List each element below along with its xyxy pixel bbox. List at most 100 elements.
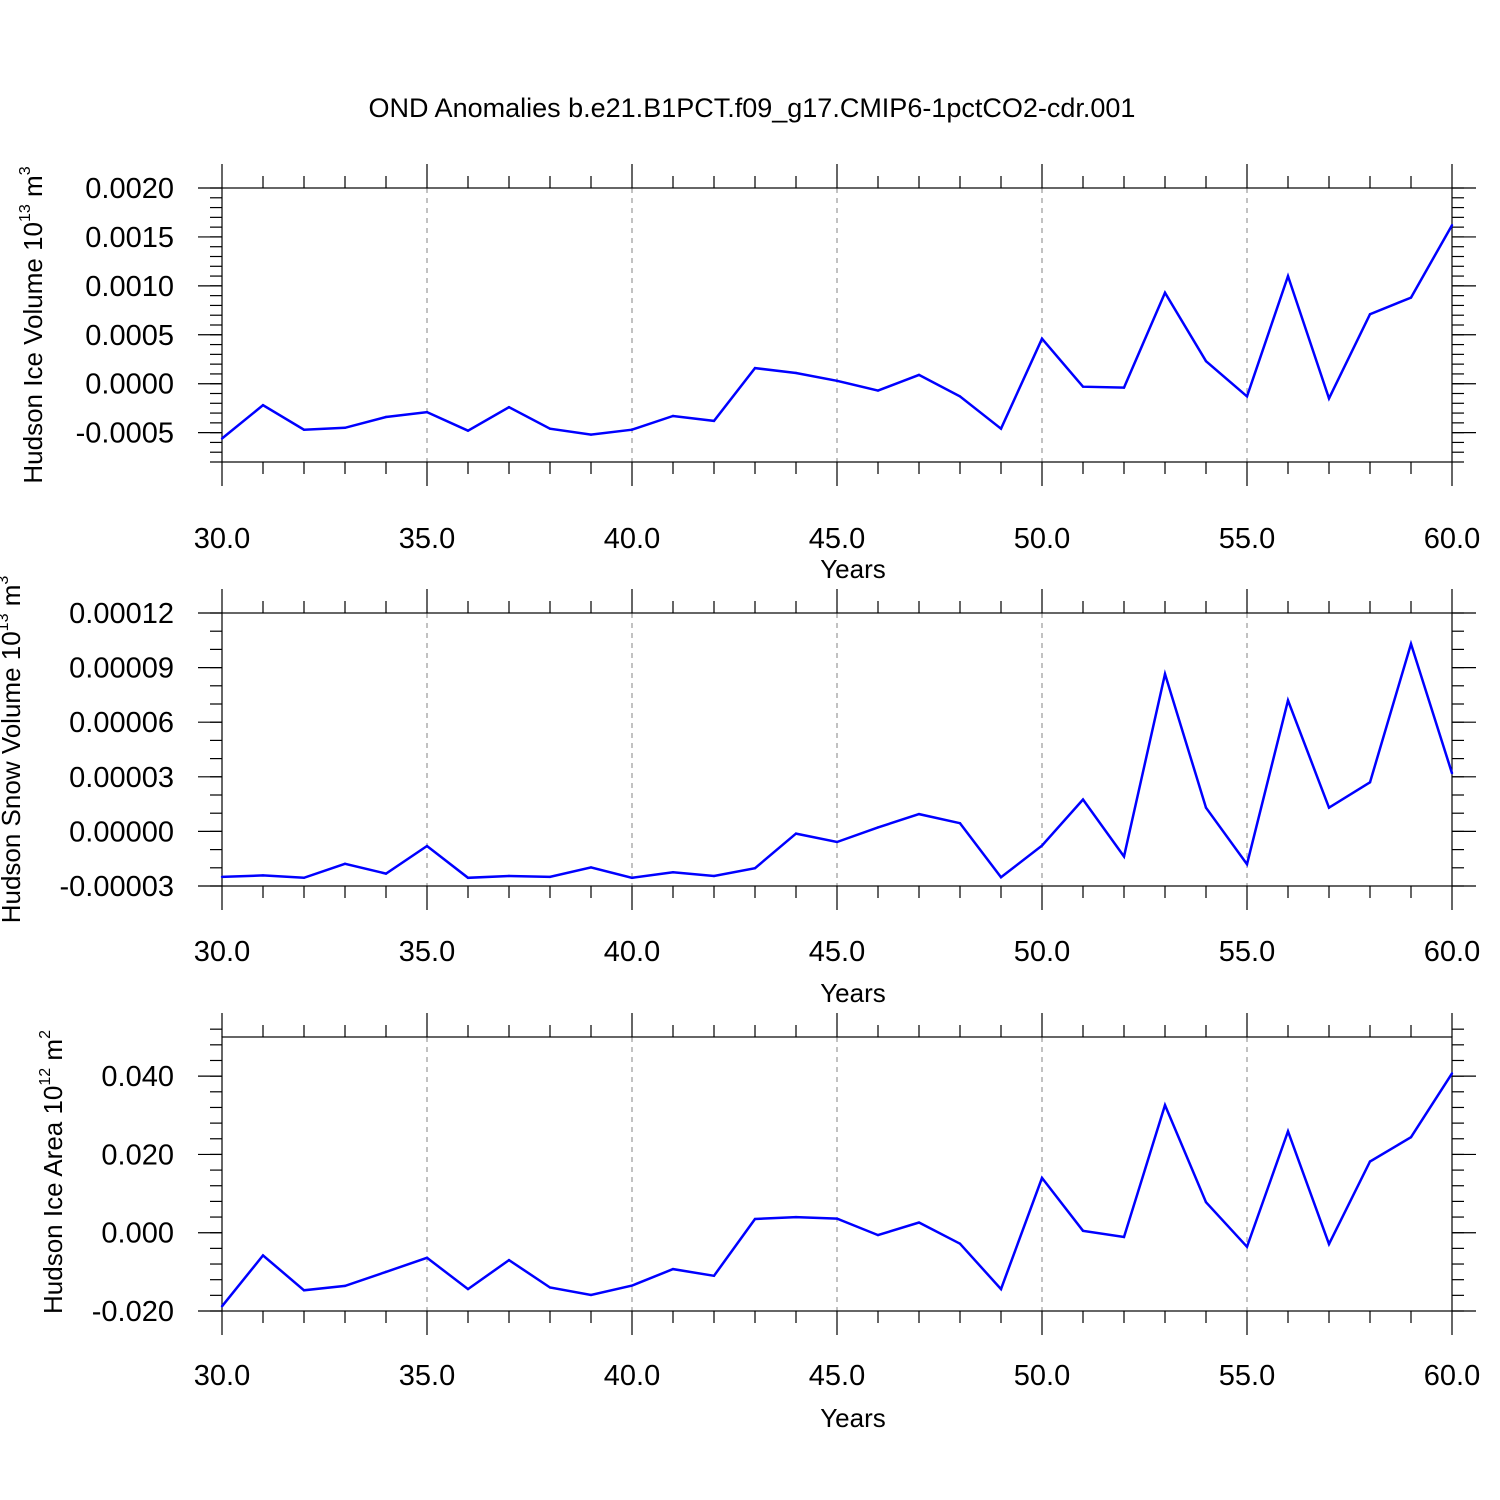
data-point [1122,386,1126,389]
x-tick-label: 40.0 [604,1360,660,1392]
data-point [712,1274,716,1277]
data-point [1204,806,1208,809]
data-point [548,1286,552,1289]
data-point [384,872,388,875]
data-point [712,419,716,423]
data-point [958,1242,962,1245]
data-point [425,1256,429,1259]
x-tick-label: 50.0 [1014,1360,1070,1392]
data-point [999,876,1003,879]
x-tick-label: 55.0 [1219,1360,1275,1392]
data-point [1081,1229,1085,1232]
data-point [384,1270,388,1274]
x-tick-label: 55.0 [1219,523,1275,555]
data-point [302,876,306,880]
data-point [1040,844,1044,847]
x-tick-label: 45.0 [809,936,865,968]
x-tick-label: 30.0 [194,523,250,555]
data-point [630,876,634,880]
y-tick-label: -0.020 [92,1296,174,1328]
x-axis-title: Years [820,1403,886,1433]
data-point [466,1287,470,1291]
data-point [548,427,552,430]
x-tick-label: 35.0 [399,936,455,968]
data-point [671,1267,675,1271]
data-point [999,1287,1003,1291]
data-point [1081,798,1085,801]
x-tick-label: 45.0 [809,1360,865,1392]
data-point [1327,397,1331,400]
y-tick-label: 0.0000 [85,369,174,401]
data-point [1327,806,1331,809]
data-point [917,812,921,816]
data-point [1409,642,1413,646]
chart-title: OND Anomalies b.e21.B1PCT.f09_g17.CMIP6-… [369,93,1136,123]
panel-2: -0.00003 0.00000 0.00003 0.00006 0.00009 0.00… [0,576,1480,1008]
data-point [917,373,921,377]
data-point [1163,291,1167,294]
data-point [589,866,593,869]
data-point [302,428,306,431]
data-point [1409,296,1413,299]
x-tick-label: 40.0 [604,936,660,968]
data-point [1245,862,1249,866]
data-point [1204,1200,1208,1204]
x-tick-label: 45.0 [809,523,865,555]
data-point [466,876,470,880]
y-axis-title: Hudson Snow Volume 1013 m3 [0,576,26,924]
y-tick-label: 0.00003 [69,762,174,794]
data-point [917,1221,921,1224]
data-point [1450,771,1454,775]
data-point [507,1258,511,1262]
data-point [1204,360,1208,363]
y-tick-label: 0.0005 [85,320,174,352]
data-point [507,406,511,409]
x-tick-label: 35.0 [399,523,455,555]
x-tick-label: 60.0 [1424,1360,1480,1392]
data-point [958,395,962,398]
data-point [630,1284,634,1287]
y-tick-label: 0.00000 [69,816,174,848]
data-point [220,1305,224,1308]
data-point [220,875,224,879]
data-point [835,379,839,382]
y-tick-label: 0.000 [101,1218,174,1250]
data-point [507,874,511,878]
data-point [753,866,757,870]
data-point [999,427,1003,430]
data-point [794,832,798,835]
data-point [1122,855,1126,858]
data-point [589,433,593,436]
data-point [794,1215,798,1219]
y-tick-label: 0.040 [101,1061,174,1093]
y-tick-label: 0.0010 [85,271,174,303]
data-point [261,404,265,407]
x-tick-label: 50.0 [1014,523,1070,555]
data-point [425,844,429,848]
panel-1: -0.0005 0.0000 0.0005 0.0010 0.0015 0.0020 30.… [17,164,1480,584]
x-tick-label: 55.0 [1219,936,1275,968]
data-point [384,415,388,419]
data-point [220,437,224,440]
data-point [671,414,675,418]
data-point [876,1233,880,1237]
data-point [1040,1176,1044,1180]
data-point [753,1217,757,1221]
data-point [1245,1245,1249,1249]
data-point [1286,274,1290,278]
data-point [1286,699,1290,702]
x-tick-label: 60.0 [1424,936,1480,968]
data-point [1368,1160,1372,1163]
data-point [302,1289,306,1292]
data-point [1163,1103,1167,1107]
data-point [589,1293,593,1297]
data-point [712,874,716,878]
x-tick-label: 30.0 [194,1360,250,1392]
data-point [835,1217,839,1220]
data-point [1122,1235,1126,1239]
x-tick-label: 30.0 [194,936,250,968]
data-point [671,871,675,874]
y-tick-label: 0.00012 [69,598,174,630]
data-point [794,371,798,375]
data-point [343,862,347,865]
